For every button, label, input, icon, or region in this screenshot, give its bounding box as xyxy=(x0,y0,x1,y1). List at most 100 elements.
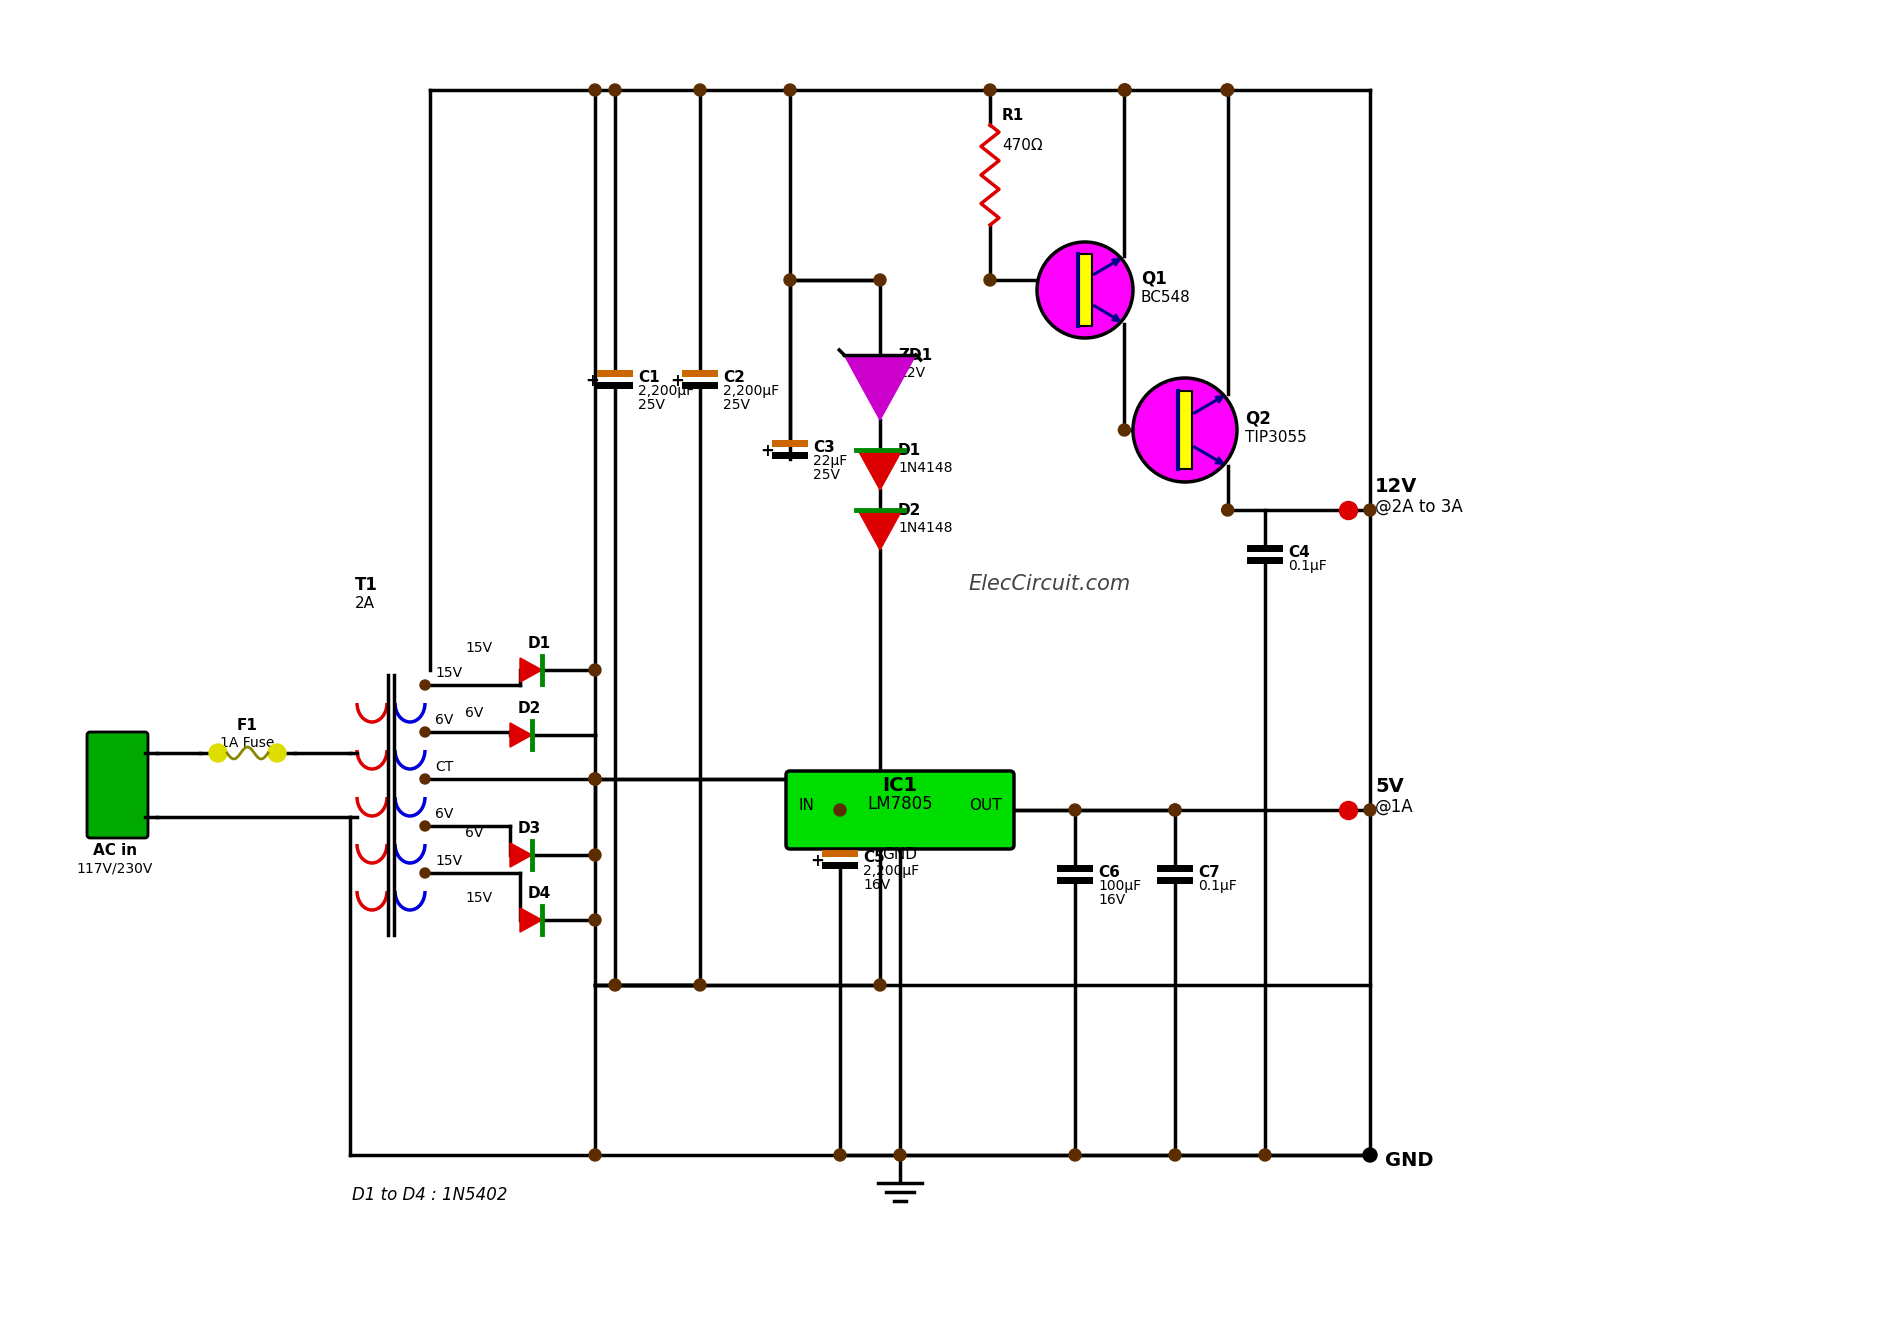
Text: 25V: 25V xyxy=(814,468,840,482)
Text: D1: D1 xyxy=(528,637,552,651)
Text: AC in: AC in xyxy=(92,844,138,858)
Text: CT: CT xyxy=(435,760,454,774)
Circle shape xyxy=(1168,1149,1181,1161)
Text: 100μF: 100μF xyxy=(1098,879,1142,894)
Text: 15V: 15V xyxy=(465,891,492,905)
Circle shape xyxy=(209,743,226,762)
Circle shape xyxy=(590,772,601,786)
Text: 15V: 15V xyxy=(435,854,462,869)
Text: D4: D4 xyxy=(528,886,552,902)
Polygon shape xyxy=(520,658,543,683)
Text: C6: C6 xyxy=(1098,865,1119,880)
Text: IC1: IC1 xyxy=(882,776,918,795)
Text: 5V: 5V xyxy=(1375,778,1404,796)
Text: R1: R1 xyxy=(1002,108,1025,123)
Circle shape xyxy=(983,274,997,286)
Text: C1: C1 xyxy=(639,370,659,385)
Text: 2,200μF: 2,200μF xyxy=(863,865,919,878)
Text: OUT: OUT xyxy=(970,797,1002,812)
Text: 16V: 16V xyxy=(1098,894,1125,907)
Text: 6V: 6V xyxy=(435,713,454,728)
Bar xyxy=(597,382,633,389)
Text: +: + xyxy=(759,442,774,460)
Circle shape xyxy=(590,849,601,861)
Circle shape xyxy=(895,1149,906,1161)
Bar xyxy=(821,850,857,857)
Circle shape xyxy=(1119,84,1130,96)
Text: D3: D3 xyxy=(518,821,541,836)
Polygon shape xyxy=(857,510,902,550)
Text: 470Ω: 470Ω xyxy=(1002,138,1042,153)
Circle shape xyxy=(1119,84,1130,96)
Text: @1A: @1A xyxy=(1375,797,1413,816)
Text: 6V: 6V xyxy=(435,807,454,821)
Text: GND: GND xyxy=(882,847,918,862)
Text: D2: D2 xyxy=(518,701,541,716)
Text: 12V: 12V xyxy=(899,366,925,380)
Circle shape xyxy=(1362,1148,1377,1162)
Text: 2,200μF: 2,200μF xyxy=(639,384,693,398)
Circle shape xyxy=(420,869,430,878)
Circle shape xyxy=(835,804,846,816)
Circle shape xyxy=(609,84,622,96)
Text: C4: C4 xyxy=(1289,546,1309,560)
Circle shape xyxy=(590,664,601,676)
Circle shape xyxy=(1259,1149,1272,1161)
Text: C3: C3 xyxy=(814,440,835,455)
Polygon shape xyxy=(857,449,902,490)
Circle shape xyxy=(784,84,797,96)
Bar xyxy=(597,370,633,377)
Text: ZD1: ZD1 xyxy=(899,348,933,362)
Circle shape xyxy=(1364,804,1375,816)
Text: 6V: 6V xyxy=(465,706,484,720)
Circle shape xyxy=(1132,378,1238,482)
Text: 0.1μF: 0.1μF xyxy=(1198,879,1236,894)
Text: C2: C2 xyxy=(723,370,744,385)
Circle shape xyxy=(1168,804,1181,816)
Polygon shape xyxy=(511,844,531,867)
Text: F1: F1 xyxy=(237,718,258,733)
Circle shape xyxy=(1068,804,1081,816)
Bar xyxy=(682,370,718,377)
Text: +: + xyxy=(586,372,599,390)
Circle shape xyxy=(1221,503,1234,517)
Text: 2A: 2A xyxy=(354,596,375,612)
Text: @2A to 3A: @2A to 3A xyxy=(1375,498,1462,517)
Bar xyxy=(1078,254,1093,326)
FancyBboxPatch shape xyxy=(786,771,1014,849)
Text: C5: C5 xyxy=(863,850,885,865)
Bar xyxy=(1178,391,1193,469)
Text: IN: IN xyxy=(799,797,814,812)
Circle shape xyxy=(420,728,430,737)
Circle shape xyxy=(609,979,622,991)
Bar xyxy=(1247,558,1283,564)
Bar xyxy=(1057,865,1093,873)
Bar xyxy=(821,862,857,869)
Text: 15V: 15V xyxy=(435,666,462,680)
Bar xyxy=(772,440,808,447)
Text: +: + xyxy=(810,851,823,870)
Circle shape xyxy=(983,84,997,96)
Polygon shape xyxy=(511,722,531,747)
Text: D2: D2 xyxy=(899,503,921,518)
Text: 6V: 6V xyxy=(465,826,484,840)
Text: 22μF: 22μF xyxy=(814,453,848,468)
Circle shape xyxy=(1221,84,1232,96)
Text: 25V: 25V xyxy=(723,398,750,413)
Text: 25V: 25V xyxy=(639,398,665,413)
Circle shape xyxy=(590,772,601,786)
Circle shape xyxy=(874,979,885,991)
Text: 0.1μF: 0.1μF xyxy=(1289,559,1326,573)
Text: ElecCircuit.com: ElecCircuit.com xyxy=(968,575,1130,594)
Circle shape xyxy=(874,274,885,286)
Circle shape xyxy=(420,680,430,691)
Bar xyxy=(1157,876,1193,884)
Text: 16V: 16V xyxy=(863,878,891,892)
Text: C7: C7 xyxy=(1198,865,1219,880)
Bar xyxy=(1157,865,1193,873)
Text: 1A Fuse: 1A Fuse xyxy=(220,735,275,750)
Circle shape xyxy=(268,743,286,762)
Circle shape xyxy=(784,274,797,286)
Text: TIP3055: TIP3055 xyxy=(1245,431,1307,445)
Circle shape xyxy=(835,1149,846,1161)
